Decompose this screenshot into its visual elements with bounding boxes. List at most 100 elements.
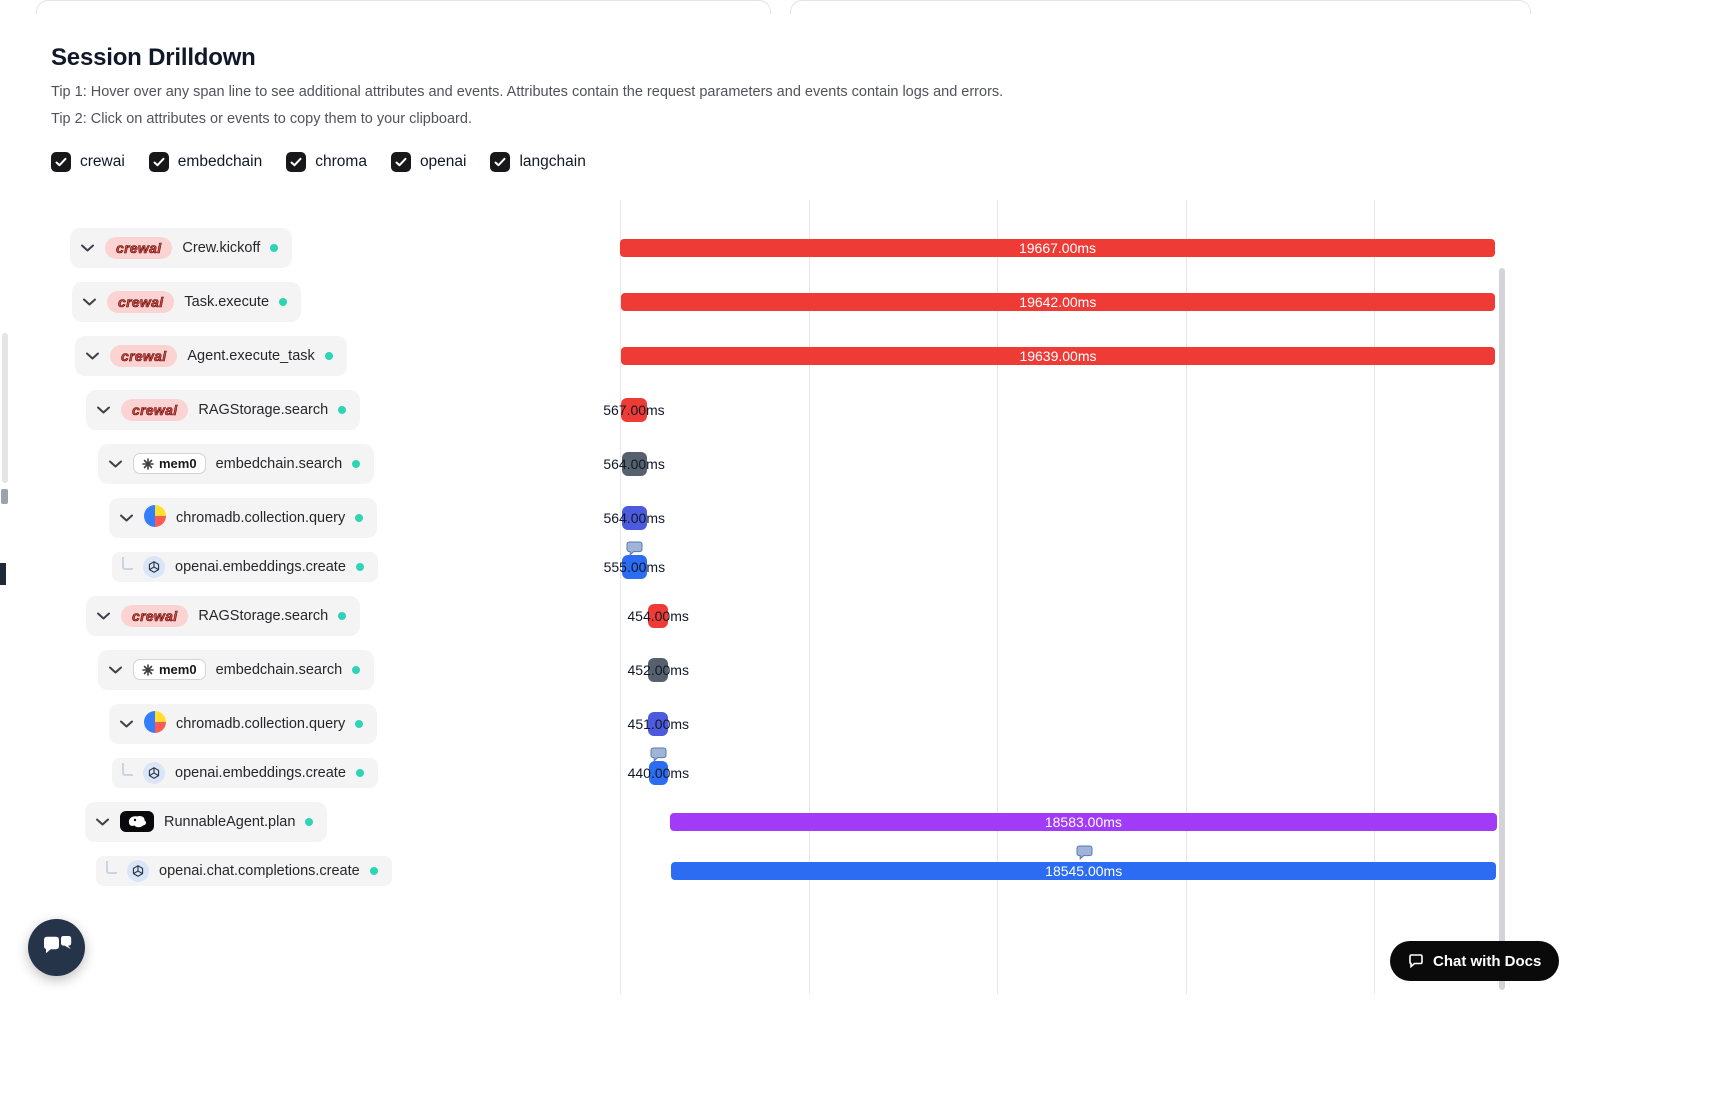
chat-with-docs-button[interactable]: Chat with Docs — [1390, 941, 1560, 981]
openai-logo-icon — [127, 859, 149, 882]
openai-logo-icon — [143, 555, 165, 578]
checkbox-checked-icon[interactable] — [490, 152, 511, 172]
span-label-pill[interactable]: mem0 embedchain.search — [98, 444, 375, 484]
chevron-down-icon[interactable] — [85, 352, 100, 360]
trace-span-row[interactable]: crewai RAGStorage.search 567.00ms — [0, 383, 1540, 437]
span-duration-bar[interactable] — [648, 712, 669, 736]
trace-span-row[interactable]: crewai Crew.kickoff 19667.00ms — [0, 221, 1540, 275]
chevron-down-icon[interactable] — [108, 666, 123, 674]
events-bubble-icon[interactable] — [626, 541, 643, 562]
events-bubble-icon[interactable] — [650, 747, 667, 768]
timeline-gridline — [808, 200, 810, 994]
span-name: chromadb.collection.query — [176, 716, 346, 732]
trace-waterfall: crewai Crew.kickoff 19667.00ms crewai Ta… — [0, 200, 1540, 994]
trace-span-row[interactable]: crewai RAGStorage.search 454.00ms — [0, 589, 1540, 643]
card-top-edge-right — [790, 0, 1531, 14]
trace-span-row[interactable]: openai.embeddings.create 440.00ms — [0, 747, 1540, 795]
vendor-badge-slot: crewai — [105, 237, 173, 259]
span-duration-label: 18583.00ms — [1044, 814, 1122, 830]
span-duration-bar[interactable] — [622, 555, 647, 579]
chat-bubble-icon — [1409, 954, 1423, 969]
span-duration-bar[interactable]: 18583.00ms — [670, 813, 1497, 831]
status-dot — [355, 769, 364, 777]
span-duration-label: 452.00ms — [627, 662, 689, 678]
filter-crewai[interactable]: crewai — [51, 152, 125, 172]
chevron-down-icon[interactable] — [119, 514, 134, 522]
span-name: embedchain.search — [215, 662, 343, 678]
chevron-down-icon[interactable] — [96, 612, 111, 620]
status-dot — [355, 563, 364, 571]
span-label-pill[interactable]: openai.chat.completions.create — [96, 856, 392, 886]
trace-span-row[interactable]: openai.chat.completions.create 18545.00m… — [0, 845, 1540, 893]
span-label-pill[interactable]: crewai Agent.execute_task — [75, 336, 347, 376]
vendor-filter-bar: crewai embedchain chroma openai langchai… — [51, 152, 586, 172]
status-dot — [352, 460, 361, 468]
vendor-badge-slot — [144, 504, 166, 532]
trace-span-row[interactable]: crewai Agent.execute_task 19639.00ms — [0, 329, 1540, 383]
trace-span-row[interactable]: openai.embeddings.create 555.00ms — [0, 541, 1540, 589]
chevron-down-icon[interactable] — [108, 460, 123, 468]
chevron-down-icon[interactable] — [96, 406, 111, 414]
status-dot — [338, 406, 347, 414]
span-label-pill[interactable]: openai.embeddings.create — [112, 758, 378, 788]
span-label-pill[interactable]: crewai RAGStorage.search — [86, 596, 361, 636]
trace-span-row[interactable]: mem0 embedchain.search 452.00ms — [0, 643, 1540, 697]
filter-langchain[interactable]: langchain — [490, 152, 586, 172]
vendor-badge-slot: mem0 — [133, 453, 206, 475]
tip-1-text: Tip 1: Hover over any span line to see a… — [51, 84, 1004, 100]
mem0-asterisk-icon — [142, 457, 154, 470]
crewai-logo-badge: crewai — [121, 399, 189, 421]
chevron-down-icon[interactable] — [80, 244, 95, 252]
span-label-pill[interactable]: crewai Task.execute — [72, 282, 302, 322]
events-bubble-icon[interactable] — [1076, 845, 1093, 866]
span-duration-bar[interactable]: 19642.00ms — [620, 293, 1495, 311]
span-name: embedchain.search — [215, 456, 343, 472]
span-duration-bar[interactable] — [621, 398, 647, 422]
leaf-connector-icon — [122, 762, 133, 776]
openai-logo-icon — [143, 761, 165, 784]
waterfall-scrollbar[interactable] — [1499, 268, 1505, 990]
span-duration-bar[interactable] — [621, 506, 647, 530]
chevron-down-icon[interactable] — [82, 298, 97, 306]
checkbox-checked-icon[interactable] — [286, 152, 307, 172]
span-name: Task.execute — [184, 294, 270, 310]
timeline-gridline — [1374, 200, 1375, 994]
span-label-pill[interactable]: chromadb.collection.query — [109, 704, 378, 744]
span-duration-bar[interactable]: 19639.00ms — [621, 347, 1495, 365]
span-label-pill[interactable]: crewai RAGStorage.search — [86, 390, 361, 430]
trace-span-row[interactable]: chromadb.collection.query 451.00ms — [0, 697, 1540, 751]
vendor-badge-slot: crewai — [107, 291, 175, 313]
crewai-logo-badge: crewai — [107, 291, 175, 313]
span-label-pill[interactable]: openai.embeddings.create — [112, 552, 378, 582]
filter-chroma[interactable]: chroma — [286, 152, 367, 172]
checkbox-checked-icon[interactable] — [148, 152, 169, 172]
chat-widget-launcher[interactable] — [28, 919, 85, 976]
langchain-logo-badge — [120, 810, 154, 832]
leaf-connector-icon — [106, 860, 117, 874]
span-label-pill[interactable]: mem0 embedchain.search — [98, 650, 375, 690]
mem0-logo-badge: mem0 — [133, 659, 206, 681]
trace-span-row[interactable]: mem0 embedchain.search 564.00ms — [0, 437, 1540, 491]
span-duration-bar[interactable]: 19667.00ms — [620, 239, 1495, 257]
checkbox-checked-icon[interactable] — [390, 152, 411, 172]
span-duration-bar[interactable] — [621, 452, 647, 476]
span-duration-bar[interactable] — [648, 604, 669, 628]
span-duration-bar[interactable] — [648, 658, 669, 682]
span-label-pill[interactable]: chromadb.collection.query — [109, 498, 378, 538]
trace-span-row[interactable]: RunnableAgent.plan 18583.00ms — [0, 795, 1540, 849]
span-duration-bar[interactable]: 18545.00ms — [671, 862, 1497, 880]
span-duration-label: 564.00ms — [603, 456, 665, 472]
chevron-down-icon[interactable] — [95, 818, 110, 826]
filter-embedchain[interactable]: embedchain — [148, 152, 262, 172]
crewai-logo-badge: crewai — [105, 237, 173, 259]
chevron-down-icon[interactable] — [119, 720, 134, 728]
span-label-pill[interactable]: RunnableAgent.plan — [85, 802, 328, 842]
status-dot — [352, 666, 361, 674]
vendor-badge-slot: crewai — [110, 345, 178, 367]
span-duration-bar[interactable] — [648, 761, 669, 785]
filter-openai[interactable]: openai — [390, 152, 466, 172]
trace-span-row[interactable]: chromadb.collection.query 564.00ms — [0, 491, 1540, 545]
checkbox-checked-icon[interactable] — [51, 152, 71, 172]
span-label-pill[interactable]: crewai Crew.kickoff — [70, 228, 293, 268]
trace-span-row[interactable]: crewai Task.execute 19642.00ms — [0, 275, 1540, 329]
